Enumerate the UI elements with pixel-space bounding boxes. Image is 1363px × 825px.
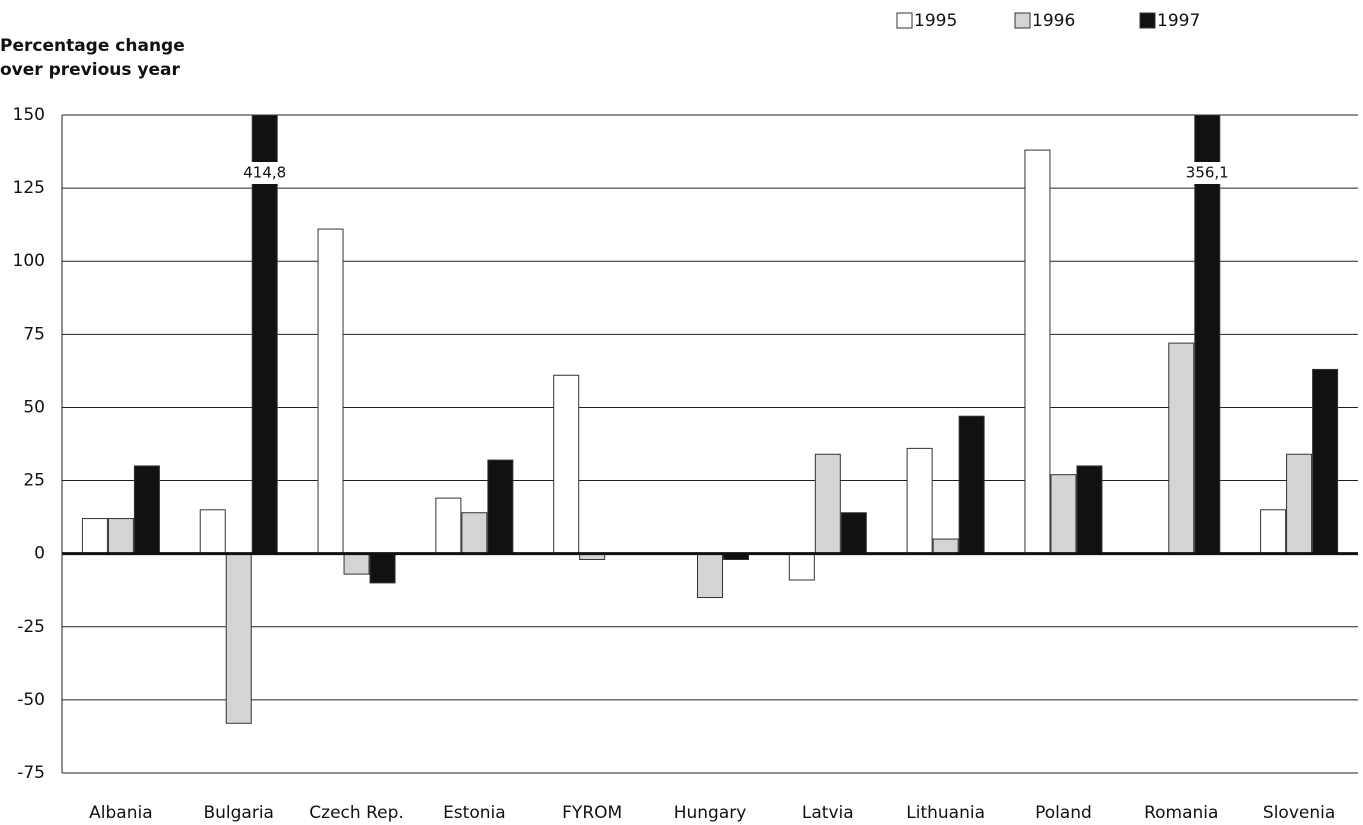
- x-tick-label: Bulgaria: [203, 803, 274, 823]
- y-tick-label: 0: [34, 544, 45, 564]
- bar: [487, 459, 514, 555]
- bar: [317, 228, 344, 555]
- y-tick-label: 100: [13, 251, 45, 271]
- bar: [343, 553, 370, 575]
- y-tick-label: 50: [23, 397, 45, 417]
- bar: [81, 518, 108, 555]
- y-axis-label: over previous year: [0, 60, 180, 80]
- x-tick-label: Lithuania: [906, 803, 985, 823]
- bar: [133, 465, 160, 555]
- bar: [251, 114, 278, 555]
- y-tick-label: -25: [17, 617, 45, 637]
- bar: [1312, 368, 1339, 555]
- bar: [461, 512, 488, 555]
- bar: [1286, 453, 1313, 555]
- bar: [1050, 474, 1077, 555]
- value-label: 356,1: [1186, 164, 1229, 182]
- y-tick-label: 75: [23, 324, 45, 344]
- x-tick-label: FYROM: [562, 803, 622, 823]
- x-tick-label: Latvia: [802, 803, 854, 823]
- bar: [840, 512, 867, 555]
- bar: [435, 497, 462, 555]
- legend-label: 1997: [1157, 11, 1200, 31]
- x-tick-label: Estonia: [443, 803, 506, 823]
- label-bg: [1180, 162, 1234, 184]
- legend-swatch: [1014, 12, 1031, 29]
- bar: [199, 509, 226, 555]
- legend-swatch: [896, 12, 913, 29]
- x-tick-label: Hungary: [674, 803, 747, 823]
- label-bg: [238, 162, 292, 184]
- y-tick-label: 150: [13, 105, 45, 125]
- value-label: 414,8: [243, 164, 286, 182]
- legend-swatch: [1139, 12, 1156, 29]
- bar: [814, 453, 841, 555]
- bar: [1076, 465, 1103, 555]
- bar: [107, 518, 134, 555]
- x-tick-label: Romania: [1144, 803, 1218, 823]
- bar: [225, 553, 252, 724]
- bar: [932, 538, 959, 555]
- bar: [906, 447, 933, 555]
- y-tick-label: 25: [23, 471, 45, 491]
- y-tick-label: -75: [17, 763, 45, 783]
- x-tick-label: Poland: [1035, 803, 1092, 823]
- y-axis-label: Percentage change: [0, 36, 185, 56]
- y-tick-label: -50: [17, 690, 45, 710]
- x-tick-label: Slovenia: [1263, 803, 1335, 823]
- legend-label: 1996: [1032, 11, 1075, 31]
- bar: [958, 415, 985, 555]
- legend-label: 1995: [914, 11, 957, 31]
- bar: [788, 553, 815, 581]
- bar: [1024, 149, 1051, 555]
- x-tick-label: Czech Rep.: [309, 803, 403, 823]
- x-tick-label: Albania: [89, 803, 152, 823]
- y-tick-label: 125: [13, 178, 45, 198]
- bar: [553, 374, 580, 555]
- bar: [369, 553, 396, 584]
- bar: [1168, 342, 1195, 555]
- bar: [1260, 509, 1287, 555]
- bar: [697, 553, 723, 599]
